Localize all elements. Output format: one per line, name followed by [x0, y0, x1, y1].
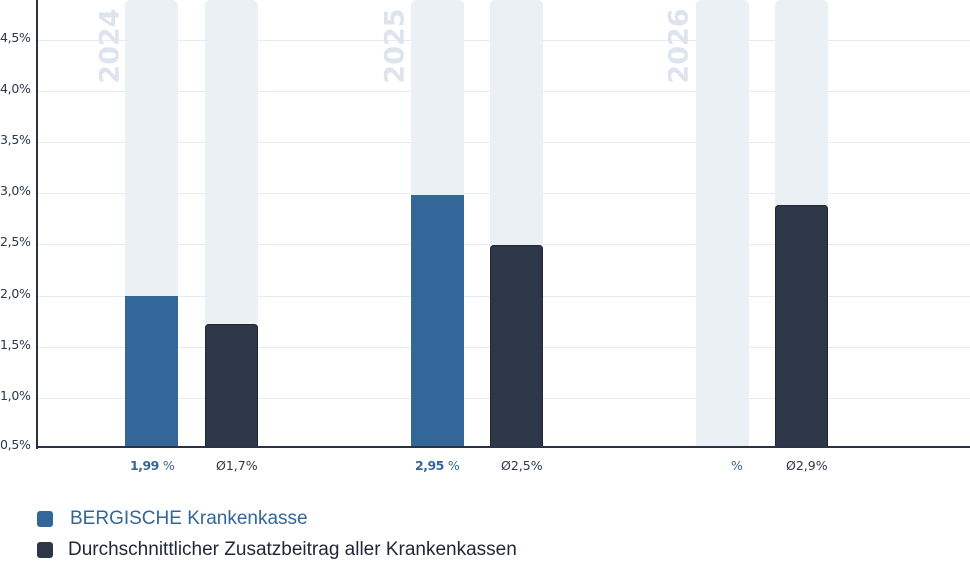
year-label-2024: 2024: [94, 7, 126, 84]
bar-track-2025-average: [490, 0, 543, 447]
bar-2026-average[interactable]: [775, 205, 828, 447]
legend-swatch-bergische: [37, 510, 53, 527]
value-label-2025-bergische: 2,95 %: [415, 458, 460, 473]
y-tick-label: 1,0%: [0, 388, 31, 403]
legend-swatch-average: [37, 541, 53, 558]
year-label-2026: 2026: [663, 7, 695, 84]
legend-label: Durchschnittlicher Zusatzbeitrag aller K…: [68, 538, 517, 560]
bar-2024-average[interactable]: [205, 324, 258, 447]
chart-area: 4,5% 4,0% 3,5% 3,0% 2,5% 2,0% 1,5% 1,0% …: [0, 0, 970, 473]
chart-legend: BERGISCHE Krankenkasse Durchschnittliche…: [37, 503, 517, 565]
legend-item-bergische[interactable]: BERGISCHE Krankenkasse: [37, 503, 517, 534]
value-label-2024-average: Ø1,7%: [216, 458, 258, 473]
bar-track-2026-bergische: [696, 0, 749, 447]
legend-label: BERGISCHE Krankenkasse: [70, 507, 308, 529]
value-label-2026-average: Ø2,9%: [786, 458, 828, 473]
value-label-2024-bergische: 1,99 %: [130, 458, 175, 473]
x-axis-line: [36, 446, 970, 448]
value-label-2026-bergische: %: [731, 458, 743, 473]
bar-2025-bergische[interactable]: [411, 195, 464, 447]
y-tick-label: 2,5%: [0, 234, 31, 249]
value-number: 2,95: [415, 458, 444, 473]
value-unit: %: [731, 458, 743, 473]
bar-track-2025-bergische: [411, 0, 464, 447]
value-number: 1,99: [130, 458, 159, 473]
y-tick-label: 0,5%: [0, 437, 31, 452]
year-label-2025: 2025: [379, 7, 411, 84]
y-tick-label: 4,5%: [0, 30, 31, 45]
value-unit: %: [447, 458, 460, 473]
bar-track-2026-average: [775, 0, 828, 447]
bar-track-2024-bergische: [125, 0, 178, 447]
y-tick-label: 3,0%: [0, 183, 31, 198]
bar-2024-bergische[interactable]: [125, 296, 178, 447]
y-tick-label: 1,5%: [0, 337, 31, 352]
y-tick-label: 3,5%: [0, 132, 31, 147]
value-unit: %: [162, 458, 175, 473]
value-label-2025-average: Ø2,5%: [501, 458, 543, 473]
y-tick-label: 4,0%: [0, 81, 31, 96]
bar-2025-average[interactable]: [490, 245, 543, 447]
y-tick-label: 2,0%: [0, 286, 31, 301]
bar-track-2024-average: [205, 0, 258, 447]
legend-item-average[interactable]: Durchschnittlicher Zusatzbeitrag aller K…: [37, 534, 517, 565]
y-axis-line: [36, 0, 38, 449]
